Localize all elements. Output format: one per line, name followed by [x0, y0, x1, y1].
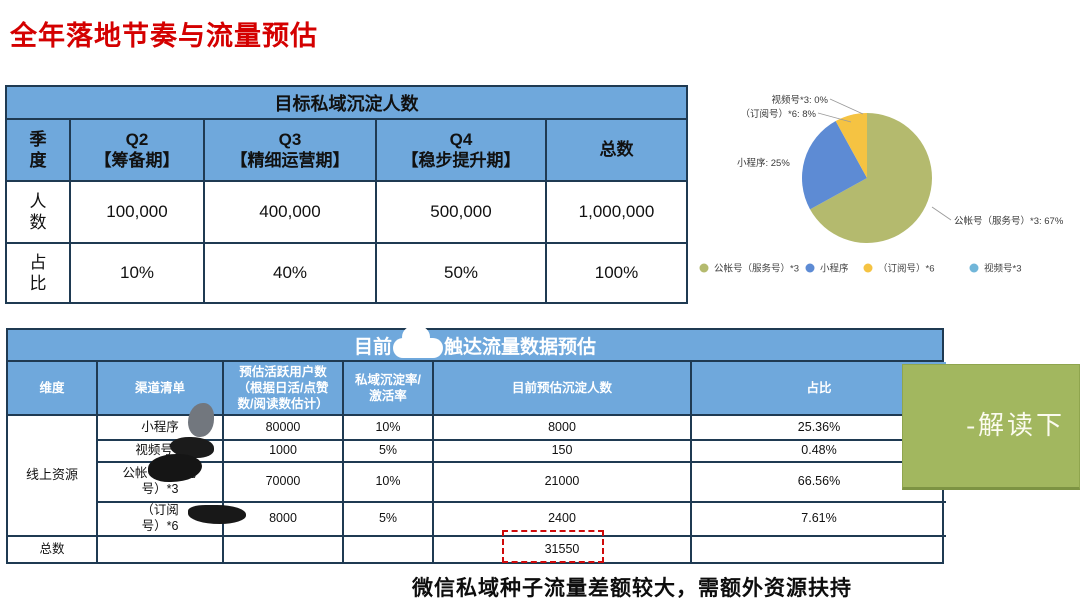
legend-dot-service-account: [699, 263, 709, 273]
footer-note: 微信私域种子流量差额较大，需额外资源扶持: [412, 577, 852, 600]
pie-callout-video: 视频号*3: 0%: [772, 94, 829, 106]
current-traffic-estimate-table: 目前 触达流量数据预估 维度 渠道清单 预估活跃用户数 （根据日活/点赞 数/阅…: [6, 325, 946, 564]
table1-header-q2: Q2 【筹备期】: [71, 120, 205, 182]
table2-total-label: 总数: [8, 537, 98, 562]
pie-slice: [835, 113, 867, 178]
table2-cell: 0.48%: [692, 441, 946, 463]
legend-dot-miniprogram: [805, 263, 815, 273]
table2-cell: 7.61%: [692, 503, 946, 537]
table2-channel: （订阅 号）*6: [98, 503, 224, 537]
pie-slice: [802, 121, 867, 210]
cloud-redaction: [393, 325, 443, 358]
table2-total-value: 31550: [434, 537, 692, 562]
leader-line-subscription: [817, 112, 852, 123]
table1-row-label: 人 数: [7, 182, 71, 244]
legend-dot-subscription: [863, 263, 873, 273]
table2-cell: 1000: [224, 441, 344, 463]
table2-cell: 8000: [224, 503, 344, 537]
page-title: 全年落地节奏与流量预估: [10, 21, 318, 51]
pie-slices: [802, 113, 932, 244]
legend-label-service-account: 公帐号（服务号）*3: [714, 263, 799, 275]
table2-header-dimension: 维度: [8, 362, 98, 416]
green-callout-box: -解读下: [902, 364, 1080, 490]
target-private-domain-table: 目标私域沉淀人数 季 度 Q2 【筹备期】 Q3 【精细运营期】 Q4 【稳步提…: [5, 85, 688, 304]
table1-cell: 100%: [594, 263, 639, 283]
pie-chart-svg: 视频号*3: 0% （订阅号）*6: 8% 小程序: 25% 公帐号（服务号）*…: [699, 94, 1064, 275]
legend-dot-video: [969, 263, 979, 273]
table2-dimension-online-resources: 线上资源: [8, 416, 98, 537]
table2-cell: 8000: [434, 416, 692, 441]
table1-grid: 季 度 Q2 【筹备期】 Q3 【精细运营期】 Q4 【稳步提升期】 总数 人 …: [7, 120, 686, 302]
table1-row-label: 占 比: [7, 244, 71, 302]
table1-cell: 50%: [377, 244, 547, 302]
table2-grid: 维度 渠道清单 预估活跃用户数 （根据日活/点赞 数/阅读数估计） 私域沉淀率/…: [8, 362, 946, 562]
table2-cell-empty: [98, 537, 224, 562]
table2-cell: 70000: [224, 463, 344, 503]
pie-callout-subscription: （订阅号）*6: 8%: [741, 108, 817, 120]
table2-cell: 80000: [224, 416, 344, 441]
table2-cell-empty: [224, 537, 344, 562]
total-dashed-highlight: [502, 530, 604, 563]
table2-channel: 小程序: [98, 416, 224, 441]
table2-cell: 5%: [344, 441, 434, 463]
table1-corner-header: 季 度: [7, 120, 71, 182]
table1-cell: 400,000: [205, 182, 377, 244]
table1-title: 目标私域沉淀人数: [7, 87, 686, 120]
legend-label-miniprogram: 小程序: [820, 263, 849, 275]
green-box-text: -解读下: [966, 410, 1065, 440]
redaction-blob: [188, 505, 246, 524]
redaction-blob: [188, 403, 214, 437]
table2-cell: 5%: [344, 503, 434, 537]
pie-callout-miniprogram: 小程序: 25%: [737, 157, 790, 169]
table2-title: 目前 触达流量数据预估: [8, 325, 942, 362]
pie-callout-service-account: 公帐号（服务号）*3: 67%: [954, 215, 1064, 227]
table1-cell: 10%: [71, 244, 205, 302]
table2-cell: 10%: [344, 463, 434, 503]
redaction-blob: [170, 437, 214, 458]
table2-cell: 2400: [434, 503, 692, 537]
table2-cell: 25.36%: [692, 416, 946, 441]
table2-cell: 150: [434, 441, 692, 463]
table1-cell: 500,000: [377, 182, 547, 244]
table2-header-channel: 渠道清单: [98, 362, 224, 416]
table2-header-active-users: 预估活跃用户数 （根据日活/点赞 数/阅读数估计）: [224, 362, 344, 416]
table2-header-precipitation: 目前预估沉淀人数: [434, 362, 692, 416]
table2-cell-empty: [692, 537, 946, 562]
table2-cell: 21000: [434, 463, 692, 503]
table2-cell: 10%: [344, 416, 434, 441]
pie-legend: 公帐号（服务号）*3 小程序 （订阅号）*6 视频号*3: [699, 263, 1021, 275]
table1-header-total: 总数: [547, 120, 686, 182]
leader-line-service-account: [931, 206, 952, 221]
table1-header-q3: Q3 【精细运营期】: [205, 120, 377, 182]
table2-title-suffix: 触达流量数据预估: [444, 336, 597, 358]
table2-title-prefix: 目前: [353, 336, 392, 358]
table1-cell: 100,000: [71, 182, 205, 244]
pie-slice: [810, 113, 932, 244]
table1-cell: 1,000,000: [547, 182, 686, 244]
legend-label-subscription: （订阅号）*6: [878, 263, 934, 275]
channel-share-pie-chart: 视频号*3: 0% （订阅号）*6: 8% 小程序: 25% 公帐号（服务号）*…: [690, 75, 1080, 290]
leader-line-video: [829, 98, 864, 115]
table2-cell-empty: [344, 537, 434, 562]
legend-label-video: 视频号*3: [984, 263, 1021, 275]
table1-cell: 40%: [205, 244, 377, 302]
table2-header-rate: 私域沉淀率/ 激活率: [344, 362, 434, 416]
table1-header-q4: Q4 【稳步提升期】: [377, 120, 547, 182]
table2-cell: 66.56%: [692, 463, 946, 503]
